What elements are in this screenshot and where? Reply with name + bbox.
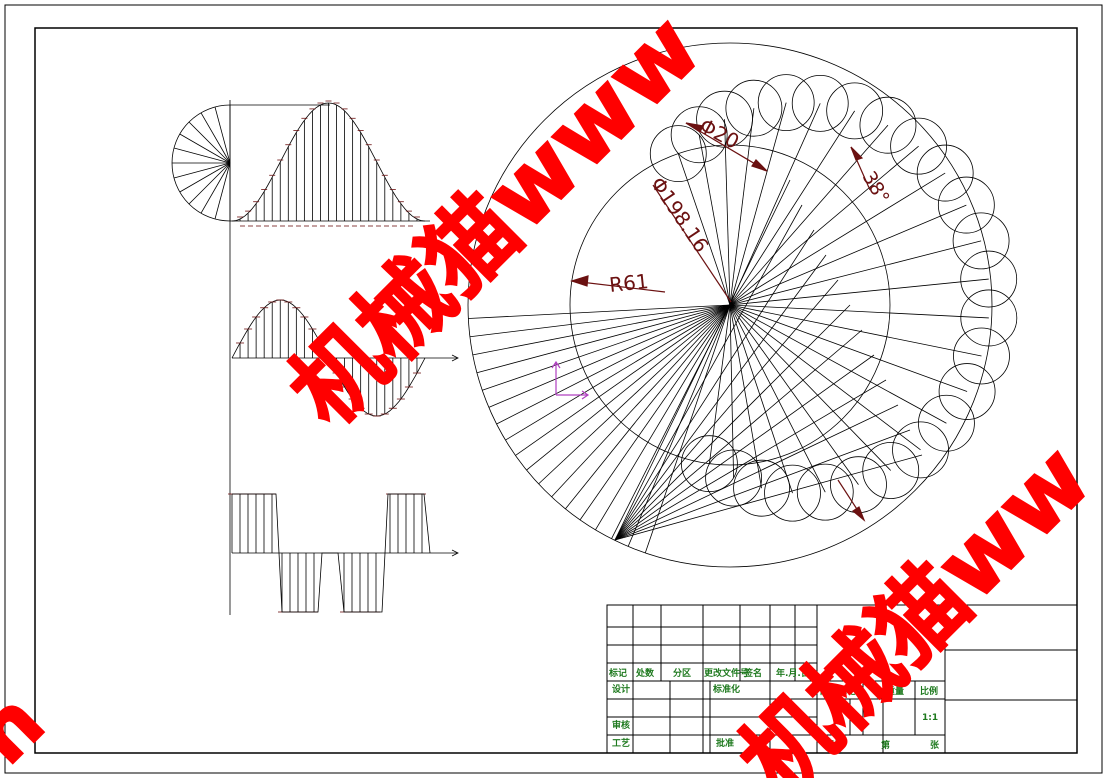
- radial-line: [174, 148, 230, 163]
- radial-line: [215, 107, 230, 163]
- tangent-line: [615, 355, 874, 540]
- radial-line: [730, 305, 967, 392]
- dim-outer-diameter: Φ198.16: [646, 172, 714, 256]
- roller-circle: [758, 75, 814, 131]
- tangent-line: [615, 405, 898, 540]
- radial-line: [730, 205, 966, 305]
- radial-line: [730, 305, 946, 423]
- roller-circle: [792, 75, 848, 131]
- radial-line: [215, 163, 230, 219]
- tb-label-check: 审核: [612, 719, 630, 731]
- tb-label-sheet: 张: [930, 739, 940, 751]
- tb-label-process: 工艺: [612, 737, 630, 749]
- construction-line: [473, 305, 730, 355]
- construction-line: [645, 305, 730, 553]
- tb-label-design: 设计: [612, 683, 630, 695]
- watermark-top: 机械猫www: [270, 0, 721, 446]
- tb-label-zone: 分区: [673, 667, 691, 679]
- watermark-bottom: 机械猫ww: [720, 425, 1107, 778]
- radial-line: [730, 305, 981, 356]
- tb-label-change-doc: 更改文件号: [704, 667, 749, 679]
- tb-label-count: 处数: [635, 667, 655, 679]
- tb-label-standardization: 标准化: [712, 683, 740, 695]
- tb-label-sign: 签名: [743, 667, 762, 679]
- radial-line: [730, 173, 945, 305]
- radial-line: [730, 305, 989, 318]
- dim-base-radius: R61: [608, 269, 650, 297]
- construction-line: [527, 305, 730, 470]
- roller-circle: [827, 83, 883, 139]
- roller-circle: [797, 464, 853, 520]
- tb-label-mark: 标记: [608, 667, 627, 679]
- tangent-line: [615, 430, 910, 540]
- tb-label-sheet-word: 第: [881, 739, 890, 751]
- construction-line: [477, 305, 730, 373]
- tangent-line: [615, 255, 826, 540]
- radial-line: [730, 305, 921, 450]
- watermark-left: n: [0, 675, 62, 778]
- radial-line: [174, 163, 230, 178]
- construction-line: [468, 305, 730, 319]
- acceleration-diagram: [228, 494, 458, 612]
- construction-line: [552, 305, 730, 497]
- tangent-line: [615, 280, 838, 540]
- roller-circle: [860, 97, 916, 153]
- radial-line: [730, 111, 855, 305]
- radial-line: [730, 305, 858, 485]
- construction-line: [497, 305, 730, 424]
- tb-scale-value: 1:1: [922, 713, 938, 723]
